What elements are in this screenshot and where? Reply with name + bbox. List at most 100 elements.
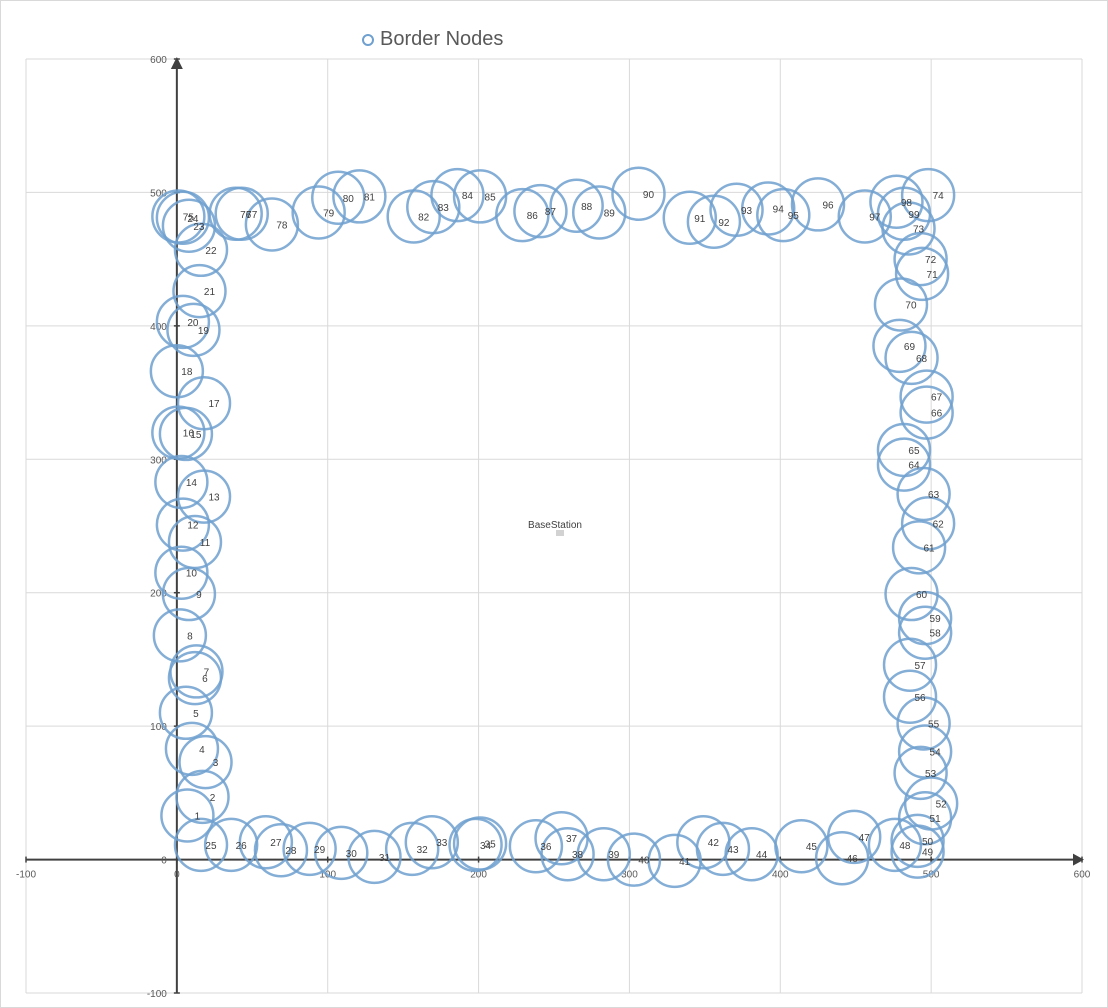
node-label: 88 [581, 202, 593, 213]
node-label: 6 [202, 674, 208, 685]
legend: Border Nodes [362, 28, 503, 51]
node-label: 87 [545, 207, 557, 218]
node-marker [172, 263, 227, 319]
node-label: 24 [187, 214, 199, 225]
node-label: 78 [276, 220, 288, 231]
node-label: 26 [236, 841, 248, 852]
y-tick-label: 0 [161, 856, 167, 867]
node-label: 35 [485, 840, 497, 851]
node-label: 17 [208, 399, 220, 410]
node-label: 28 [285, 846, 297, 857]
node-label: 80 [343, 194, 355, 205]
node-label: 31 [379, 853, 391, 864]
node-label: 32 [417, 845, 429, 856]
node-marker [876, 437, 932, 492]
node-label: 64 [908, 461, 920, 472]
node-label: 40 [638, 856, 650, 867]
node-marker [173, 222, 229, 278]
node-label: 51 [930, 814, 942, 825]
node-marker [203, 817, 259, 873]
node-label: 9 [196, 590, 202, 601]
node-label: 22 [205, 246, 217, 257]
node-label: 49 [922, 848, 934, 859]
node-label: 10 [186, 569, 198, 580]
node-label: 3 [213, 758, 219, 769]
node-label: 69 [904, 342, 916, 353]
node-marker [508, 818, 564, 874]
node-label: 94 [773, 204, 785, 215]
node-label: 82 [418, 212, 430, 223]
node-label: 30 [346, 849, 358, 860]
node-marker [175, 769, 230, 825]
node-label: 12 [187, 521, 199, 532]
node-label: 46 [847, 854, 859, 865]
node-marker [611, 166, 666, 222]
node-marker [178, 734, 233, 790]
node-marker [332, 169, 387, 224]
node-marker [876, 422, 932, 478]
node-label: 98 [901, 198, 913, 209]
node-marker [452, 816, 508, 871]
node-marker [882, 669, 938, 725]
node-marker [576, 826, 632, 882]
node-label: 83 [438, 203, 450, 214]
node-marker [695, 821, 751, 877]
node-label: 16 [183, 429, 195, 440]
node-label: 27 [270, 838, 282, 849]
node-label: 66 [931, 409, 943, 420]
node-label: 8 [187, 631, 193, 642]
node-marker [549, 178, 604, 234]
node-label: 79 [323, 208, 335, 219]
node-label: 68 [916, 354, 928, 365]
node-label: 20 [187, 318, 199, 329]
node-marker [154, 545, 209, 600]
node-marker [606, 832, 662, 887]
node-label: 74 [933, 191, 945, 202]
node-label: 21 [204, 287, 216, 298]
node-marker [347, 829, 402, 885]
node-label: 43 [727, 845, 739, 856]
node-label: 99 [908, 210, 920, 221]
node-marker [826, 809, 882, 865]
node-label: 7 [204, 667, 210, 678]
node-label: 63 [928, 490, 940, 501]
node-marker [384, 821, 440, 877]
legend-marker-icon [362, 33, 374, 46]
node-marker [897, 724, 953, 779]
node-label: 91 [694, 214, 706, 225]
y-tick-label: 500 [150, 188, 167, 199]
node-label: 14 [186, 478, 198, 489]
node-label: 67 [931, 393, 943, 404]
node-marker [173, 817, 229, 873]
y-tick-label: 400 [150, 322, 167, 333]
node-label: 2 [210, 793, 216, 804]
node-label: 90 [643, 190, 655, 201]
x-tick-label: 600 [1074, 870, 1091, 881]
node-label: 70 [905, 301, 917, 312]
x-tick-label: 0 [174, 870, 180, 881]
node-marker [166, 302, 221, 358]
node-label: 54 [930, 747, 942, 758]
node-marker [884, 566, 939, 622]
node-marker [291, 185, 346, 240]
x-tick-label: 200 [470, 870, 487, 881]
node-label: 48 [899, 841, 911, 852]
node-marker [540, 826, 595, 882]
node-marker [572, 185, 627, 240]
node-marker [244, 197, 300, 252]
node-marker [709, 182, 764, 238]
node-marker [151, 189, 206, 244]
node-marker [161, 198, 217, 254]
node-marker [647, 833, 702, 889]
node-marker [513, 183, 568, 239]
node-label: 42 [708, 838, 720, 849]
node-marker [152, 608, 208, 663]
node-label: 65 [908, 446, 920, 457]
node-label: 57 [914, 661, 926, 672]
node-label: 92 [718, 218, 730, 229]
node-marker [869, 174, 924, 230]
node-label: 44 [756, 850, 768, 861]
node-marker [406, 179, 461, 235]
node-label: 60 [916, 590, 928, 601]
x-tick-label: -100 [16, 870, 36, 881]
